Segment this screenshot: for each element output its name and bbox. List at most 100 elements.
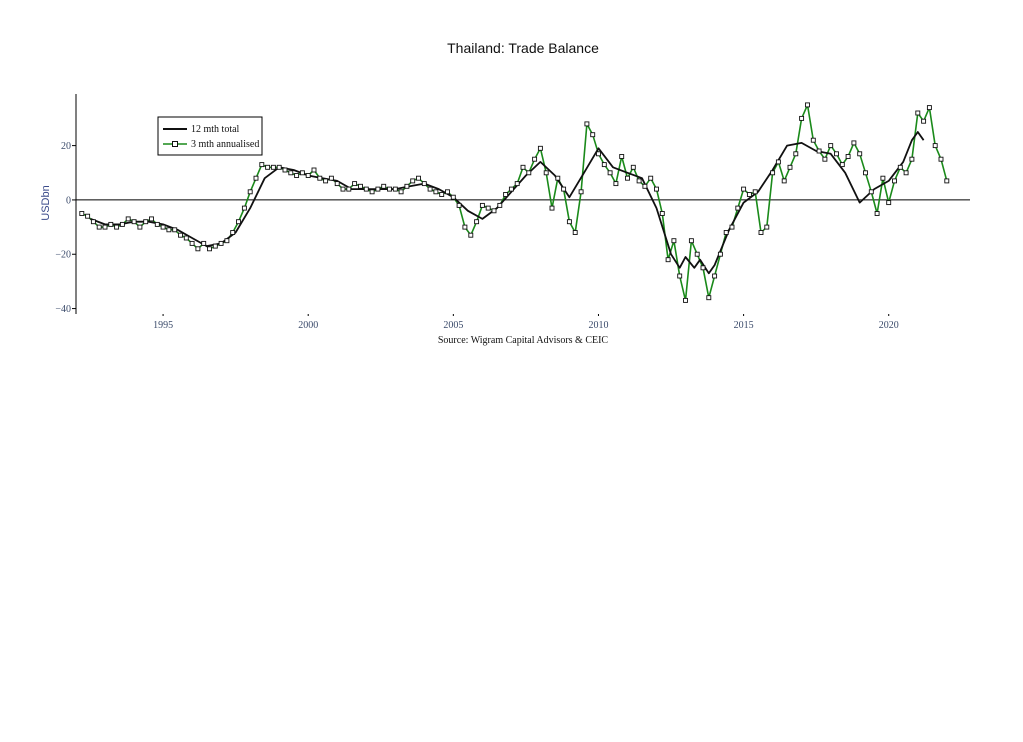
data-point-3mth-annualised [323, 178, 329, 184]
data-point-3mth-annualised [497, 202, 503, 208]
data-point-3mth-annualised [520, 164, 526, 170]
data-point-3mth-annualised [596, 151, 601, 157]
data-point-3mth-annualised [648, 175, 654, 181]
data-point-3mth-annualised [746, 192, 752, 197]
data-point-3mth-annualised [125, 216, 131, 222]
data-point-3mth-annualised [683, 297, 688, 303]
data-point-3mth-annualised [90, 219, 96, 225]
data-point-3mth-annualised [619, 154, 625, 159]
data-point-3mth-annualised [85, 213, 91, 219]
data-point-3mth-annualised [114, 224, 120, 230]
data-point-3mth-annualised [462, 224, 468, 230]
data-point-3mth-annualised [764, 224, 770, 230]
data-point-3mth-annualised [265, 164, 271, 170]
data-point-3mth-annualised [828, 143, 834, 149]
chart-title: Thailand: Trade Balance [447, 40, 599, 56]
plot-area [79, 102, 950, 303]
data-point-3mth-annualised [195, 246, 201, 252]
data-point-3mth-annualised [932, 143, 938, 149]
data-point-3mth-annualised [427, 186, 433, 192]
data-point-3mth-annualised [892, 178, 897, 184]
data-point-3mth-annualised [549, 205, 555, 211]
data-point-3mth-annualised [532, 156, 538, 162]
data-point-3mth-annualised [253, 175, 259, 181]
data-point-3mth-annualised [735, 205, 741, 211]
data-point-3mth-annualised [677, 273, 683, 279]
data-point-3mth-annualised [311, 167, 317, 173]
data-point-3mth-annualised [288, 170, 294, 176]
x-tick-label: 2020 [879, 320, 899, 331]
data-point-3mth-annualised [230, 230, 236, 235]
data-point-3mth-annualised [793, 151, 799, 157]
source-note: Source: Wigram Capital Advisors & CEIC [438, 335, 609, 346]
data-point-3mth-annualised [334, 181, 340, 187]
data-point-3mth-annualised [241, 205, 247, 211]
data-point-3mth-annualised [863, 170, 868, 176]
data-point-3mth-annualised [149, 216, 154, 222]
data-point-3mth-annualised [485, 205, 491, 211]
data-point-3mth-annualised [944, 178, 950, 184]
data-point-3mth-annualised [566, 219, 572, 225]
data-point-3mth-annualised [468, 232, 474, 238]
data-point-3mth-annualised [282, 167, 288, 173]
data-point-3mth-annualised [805, 102, 810, 108]
data-point-3mth-annualised [938, 156, 944, 162]
data-point-3mth-annualised [369, 189, 375, 195]
data-point-3mth-annualised [601, 162, 607, 168]
data-point-3mth-annualised [392, 186, 398, 192]
legend-label-total: 12 mth total [191, 124, 240, 135]
y-axis-label: USDbn [40, 185, 52, 220]
data-point-3mth-annualised [218, 240, 224, 246]
y-tick-label: −40 [55, 304, 71, 315]
data-point-3mth-annualised [503, 192, 509, 197]
data-point-3mth-annualised [822, 156, 828, 162]
data-point-3mth-annualised [845, 154, 851, 159]
x-tick-label: 2000 [298, 320, 318, 331]
data-point-3mth-annualised [741, 186, 747, 192]
data-point-3mth-annualised [630, 164, 636, 170]
data-point-3mth-annualised [201, 240, 207, 246]
data-point-3mth-annualised [508, 186, 514, 192]
data-point-3mth-annualised [729, 224, 735, 230]
data-point-3mth-annualised [119, 221, 125, 227]
data-point-3mth-annualised [363, 186, 369, 192]
data-point-3mth-annualised [108, 221, 114, 227]
data-point-3mth-annualised [212, 243, 218, 249]
data-point-3mth-annualised [787, 164, 793, 170]
data-point-3mth-annualised [479, 202, 485, 208]
data-point-3mth-annualised [839, 162, 845, 168]
x-tick-label: 1995 [153, 320, 173, 331]
data-point-3mth-annualised [514, 181, 520, 187]
data-point-3mth-annualised [770, 170, 776, 176]
data-point-3mth-annualised [880, 175, 886, 181]
data-point-3mth-annualised [381, 183, 387, 189]
data-point-3mth-annualised [160, 224, 166, 230]
data-point-3mth-annualised [247, 189, 253, 195]
data-point-3mth-annualised [276, 164, 282, 170]
data-point-3mth-annualised [561, 186, 567, 192]
data-point-3mth-annualised [834, 151, 839, 157]
data-point-3mth-annualised [607, 170, 613, 176]
data-point-3mth-annualised [868, 189, 874, 195]
legend-label-annualised: 3 mth annualised [191, 139, 259, 150]
y-tick-label: −20 [55, 250, 71, 261]
data-point-3mth-annualised [474, 219, 480, 225]
data-point-3mth-annualised [137, 224, 143, 230]
data-point-3mth-annualised [903, 170, 909, 176]
data-point-3mth-annualised [340, 186, 346, 192]
data-point-3mth-annualised [166, 227, 172, 233]
data-point-3mth-annualised [543, 170, 549, 176]
data-point-3mth-annualised [909, 156, 915, 162]
data-point-3mth-annualised [625, 175, 630, 181]
data-point-3mth-annualised [537, 145, 543, 151]
data-point-3mth-annualised [775, 159, 781, 165]
data-point-3mth-annualised [416, 175, 421, 181]
data-point-3mth-annualised [926, 105, 932, 111]
data-point-3mth-annualised [154, 221, 160, 227]
data-point-3mth-annualised [851, 140, 857, 146]
data-point-3mth-annualised [433, 189, 439, 195]
data-point-3mth-annualised [654, 186, 659, 192]
legend-marker-annualised [172, 141, 178, 147]
data-point-3mth-annualised [688, 238, 694, 244]
